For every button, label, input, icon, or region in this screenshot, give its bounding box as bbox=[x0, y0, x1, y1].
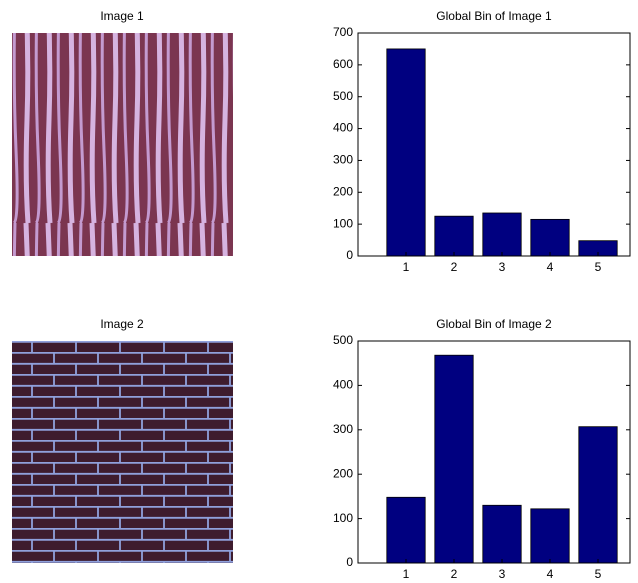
y-tick-label: 700 bbox=[333, 25, 353, 39]
x-tick-label: 2 bbox=[451, 567, 458, 581]
image-title: Image 1 bbox=[100, 9, 144, 23]
bar bbox=[483, 505, 521, 563]
x-tick-label: 4 bbox=[547, 260, 554, 274]
image-title: Image 2 bbox=[100, 317, 144, 331]
y-tick-label: 400 bbox=[333, 378, 353, 392]
image bbox=[12, 341, 233, 563]
bar bbox=[435, 355, 473, 563]
bar bbox=[579, 427, 617, 563]
bar bbox=[387, 497, 425, 563]
y-tick-label: 400 bbox=[333, 121, 353, 135]
image bbox=[12, 33, 233, 256]
x-tick-label: 3 bbox=[499, 567, 506, 581]
y-tick-label: 200 bbox=[333, 466, 353, 480]
y-tick-label: 600 bbox=[333, 57, 353, 71]
y-tick-label: 100 bbox=[333, 216, 353, 230]
y-tick-label: 500 bbox=[333, 333, 353, 347]
y-tick-label: 200 bbox=[333, 184, 353, 198]
y-tick-label: 500 bbox=[333, 89, 353, 103]
y-tick-label: 0 bbox=[346, 555, 353, 569]
y-tick-label: 300 bbox=[333, 422, 353, 436]
bar bbox=[387, 49, 425, 256]
x-tick-label: 1 bbox=[403, 567, 410, 581]
bar bbox=[531, 219, 569, 256]
page: Image 1 Image 2 Global Bin of Image 1 1 2 3… bbox=[0, 0, 638, 583]
y-tick-label: 300 bbox=[333, 153, 353, 167]
bar bbox=[531, 509, 569, 563]
x-tick-label: 5 bbox=[595, 260, 602, 274]
bar bbox=[435, 216, 473, 256]
x-tick-label: 4 bbox=[547, 567, 554, 581]
figure: Image 1 Image 2 Global Bin of Image 1 1 2 3… bbox=[0, 0, 638, 583]
x-tick-label: 3 bbox=[499, 260, 506, 274]
chart-title: Global Bin of Image 1 bbox=[436, 9, 552, 23]
bar bbox=[483, 213, 521, 256]
y-tick-label: 100 bbox=[333, 511, 353, 525]
x-tick-label: 2 bbox=[451, 260, 458, 274]
y-tick-label: 0 bbox=[346, 248, 353, 262]
chart-title: Global Bin of Image 2 bbox=[436, 317, 552, 331]
x-tick-label: 1 bbox=[403, 260, 410, 274]
x-tick-label: 5 bbox=[595, 567, 602, 581]
